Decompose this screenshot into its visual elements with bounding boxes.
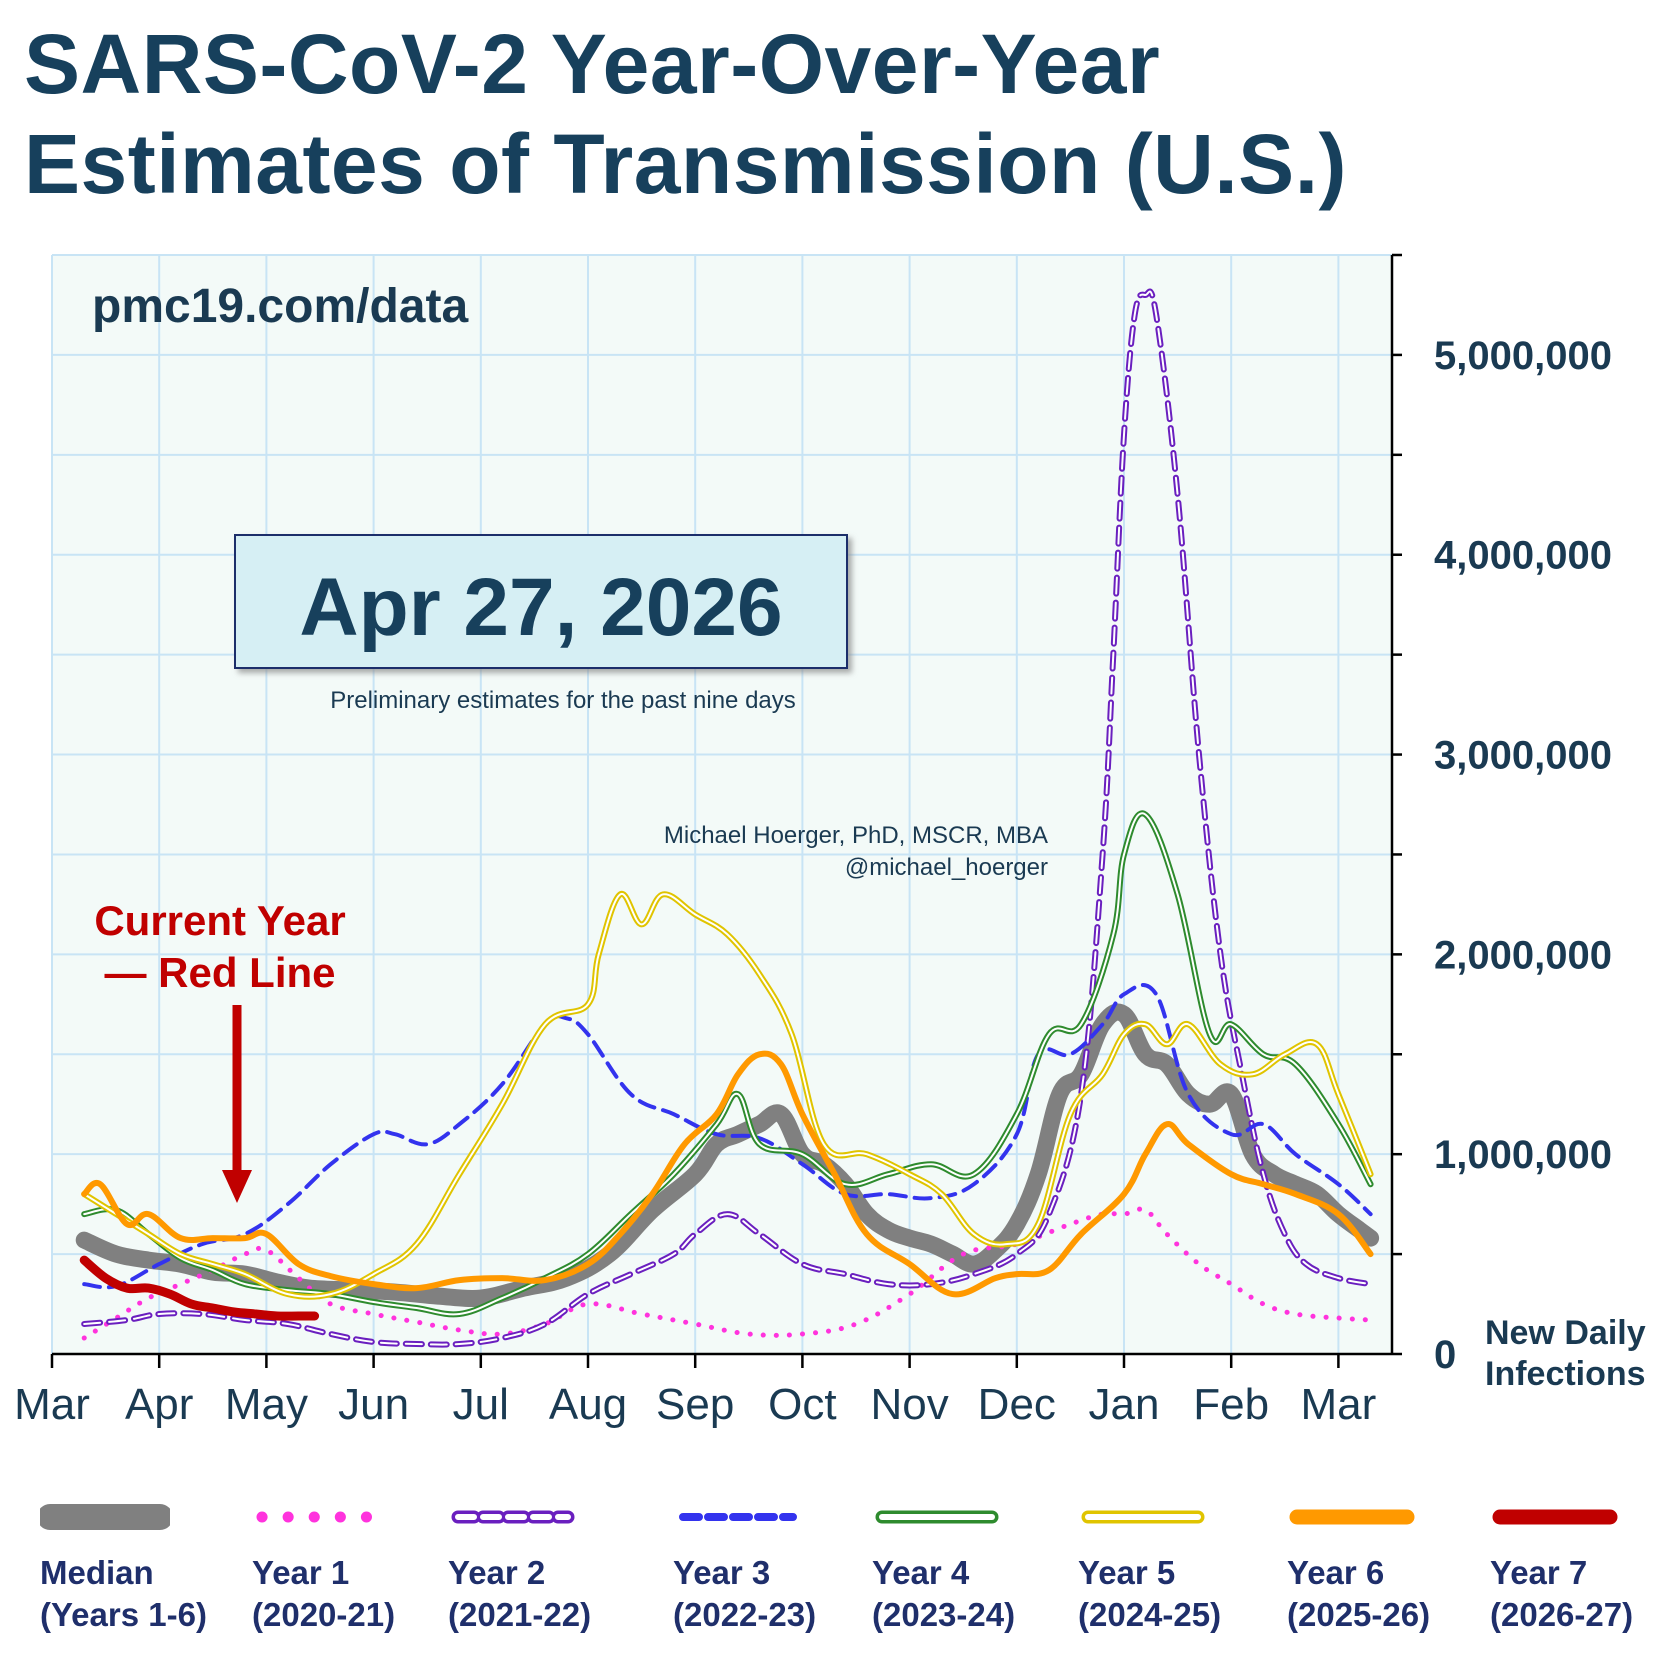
y-tick-label: 0 — [1434, 1333, 1456, 1377]
callout-line-1: Current Year — [94, 897, 346, 944]
callout-line-2: — Red Line — [104, 949, 336, 996]
x-tick-label: Apr — [125, 1380, 193, 1429]
date-box — [234, 534, 848, 669]
series-line-year-3 — [82, 982, 1373, 1290]
y-tick-label: 3,000,000 — [1434, 734, 1612, 778]
title-line-1: SARS-CoV-2 Year-Over-Year — [24, 17, 1161, 111]
legend-label: Year 3 (2022-23) — [673, 1552, 816, 1636]
series-line-median — [75, 1003, 1380, 1308]
author-name: Michael Hoerger, PhD, MSCR, MBA — [664, 822, 1048, 849]
series-line-year-1 — [81, 1206, 1374, 1341]
legend-label-name: Year 3 — [673, 1554, 771, 1591]
x-tick-label: May — [225, 1380, 308, 1429]
current-year-callout: Current Year — Red Line — [70, 895, 370, 999]
y-axis-label-line-2: Infections — [1485, 1355, 1646, 1393]
preliminary-note: Preliminary estimates for the past nine … — [330, 687, 796, 714]
legend-label-years: (2023-24) — [872, 1596, 1016, 1633]
x-tick-label: Dec — [978, 1380, 1056, 1429]
y-tick-label: 1,000,000 — [1434, 1133, 1612, 1177]
x-tick-label: Jan — [1089, 1380, 1160, 1429]
legend-label: Year 6 (2025-26) — [1287, 1552, 1430, 1636]
series-year-6 — [81, 1050, 1374, 1298]
legend-label-name: Median — [40, 1554, 154, 1591]
x-tick-label: Mar — [1301, 1380, 1377, 1429]
line-chart: Mar Apr May Jun Jul Aug Sep Oct Nov Dec Jan Feb Mar 0… — [14, 253, 1646, 1429]
legend-label: Year 1 (2020-21) — [252, 1552, 395, 1636]
x-tick-label: Sep — [656, 1380, 734, 1429]
legend-label: Year 5 (2024-25) — [1078, 1552, 1221, 1636]
legend-label: Year 2 (2021-22) — [448, 1552, 591, 1636]
legend-label-name: Year 4 — [872, 1554, 970, 1591]
y-tick-label: 4,000,000 — [1434, 534, 1612, 578]
legend-swatch — [40, 1504, 170, 1530]
chart-title: SARS-CoV-2 Year-Over-Year Estimates of T… — [24, 14, 1347, 214]
series-year-5 — [81, 891, 1374, 1300]
x-tick-label: Mar — [14, 1380, 90, 1429]
series-line-year-7 — [79, 1255, 320, 1321]
legend-swatch — [679, 1513, 797, 1521]
x-tick-label: Aug — [549, 1380, 627, 1429]
title-line-2: Estimates of Transmission (U.S.) — [24, 117, 1348, 211]
series-line-year-6 — [81, 1050, 1374, 1298]
author-handle: @michael_hoerger — [845, 854, 1048, 881]
legend-label-years: (2024-25) — [1078, 1596, 1222, 1633]
series-line-year-2-inner — [83, 290, 1372, 1346]
series-year-7 — [79, 1255, 320, 1321]
axes — [50, 253, 1402, 1368]
x-tick-label: Jul — [453, 1380, 509, 1429]
tick-labels: Mar Apr May Jun Jul Aug Sep Oct Nov Dec Jan Feb Mar 0… — [14, 334, 1612, 1429]
legend-label: Year 4 (2023-24) — [872, 1552, 1015, 1636]
legend-label-years: (Years 1-6) — [40, 1596, 207, 1633]
series-year-3 — [82, 982, 1373, 1290]
x-tick-label: Oct — [768, 1380, 836, 1429]
series-year-1 — [81, 1206, 1374, 1341]
legend-label-years: (2022-23) — [673, 1596, 817, 1633]
legend: Median (Years 1-6) Year 1 (2020-21) Year 2 (2… — [0, 1500, 1667, 1653]
series-year-2 — [81, 288, 1374, 1348]
plot-background — [52, 255, 1392, 1354]
legend-label-name: Year 5 — [1078, 1554, 1176, 1591]
legend-label-years: (2025-26) — [1287, 1596, 1431, 1633]
series-median — [75, 1003, 1380, 1308]
grid — [51, 254, 1392, 1355]
legend-label-years: (2026-27) — [1490, 1596, 1634, 1633]
date-label: Apr 27, 2026 — [299, 562, 782, 653]
legend-swatch — [1492, 1509, 1618, 1525]
y-axis-label-line-1: New Daily — [1485, 1314, 1646, 1352]
legend-swatch — [875, 1510, 999, 1524]
legend-swatch — [1289, 1509, 1415, 1525]
legend-label-years: (2020-21) — [252, 1596, 396, 1633]
legend-swatch — [1081, 1510, 1205, 1524]
legend-label-name: Year 7 — [1490, 1554, 1588, 1591]
legend-label-name: Year 1 — [252, 1554, 350, 1591]
series-layer — [75, 288, 1380, 1348]
series-line-year-4-inner — [83, 812, 1372, 1316]
current-year-arrow — [222, 1005, 252, 1203]
legend-label-name: Year 2 — [448, 1554, 546, 1591]
legend-label: Year 7 (2026-27) — [1490, 1552, 1633, 1636]
legend-label-name: Year 6 — [1287, 1554, 1385, 1591]
legend-swatch — [451, 1510, 575, 1524]
watermark: pmc19.com/data — [92, 280, 468, 333]
legend-label: Median (Years 1-6) — [40, 1552, 207, 1636]
x-tick-label: Feb — [1193, 1380, 1269, 1429]
legend-label-years: (2021-22) — [448, 1596, 592, 1633]
legend-swatch — [256, 1511, 378, 1523]
x-tick-label: Jun — [338, 1380, 409, 1429]
series-year-4 — [81, 810, 1374, 1318]
x-tick-label: Nov — [870, 1380, 948, 1429]
series-line-year-5-inner — [83, 893, 1372, 1298]
y-tick-label: 5,000,000 — [1434, 334, 1612, 378]
y-tick-label: 2,000,000 — [1434, 933, 1612, 977]
